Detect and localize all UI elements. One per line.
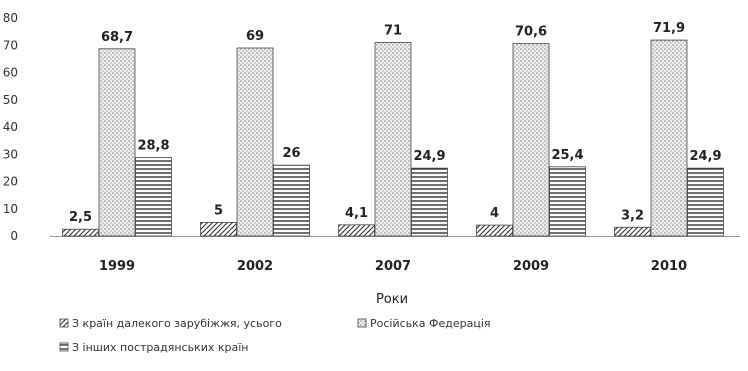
bar-horizontal-2010 [687,167,724,237]
legend-item: З інших пострадянських країн [59,341,248,354]
category-label-2010: 2010 [651,259,687,274]
y-tick-label: 10 [3,202,18,216]
bar-horizontal-2002 [273,164,310,237]
legend-label: Російська Федерація [370,317,491,330]
legend: З країн далекого зарубіжжя, усього Російс… [59,317,491,354]
bar-dots-2009 [512,43,550,237]
category-label-1999: 1999 [99,259,135,274]
data-label: 25,4 [551,148,583,163]
data-label: 71 [384,24,402,39]
category-label-2002: 2002 [237,259,273,274]
bar-dots-2010 [650,39,688,237]
y-axis: 0 10 20 30 40 50 60 70 80 [3,11,18,243]
bar-horizontal-2007 [411,167,448,237]
legend-label: З інших пострадянських країн [72,341,248,354]
legend-item: З країн далекого зарубіжжя, усього [59,317,282,330]
bar-dots-1999 [98,48,136,237]
y-tick-label: 40 [3,120,18,134]
y-tick-label: 30 [3,147,18,161]
legend-swatch-dots [357,318,367,328]
y-tick-label: 80 [3,11,18,25]
data-label: 4 [490,206,499,221]
data-label: 24,9 [413,149,445,164]
data-label: 68,7 [101,30,133,45]
legend-label: З країн далекого зарубіжжя, усього [72,317,282,330]
data-label: 70,6 [515,25,547,40]
data-label: 71,9 [653,21,685,36]
bar-dots-2007 [374,42,412,237]
legend-swatch-diagonal [59,318,69,328]
bar-diagonal-2002 [200,221,237,237]
y-tick-label: 70 [3,38,18,52]
y-tick-label: 0 [10,229,18,243]
bar-diagonal-1999 [62,228,99,237]
data-label: 28,8 [137,139,169,154]
y-tick-label: 20 [3,175,18,189]
category-label-2009: 2009 [513,259,549,274]
bar-horizontal-1999 [135,157,172,237]
bar-diagonal-2007 [338,224,375,237]
category-label-2007: 2007 [375,259,411,274]
y-tick-label: 60 [3,66,18,80]
data-label: 26 [282,146,300,161]
bar-horizontal-2009 [549,166,586,237]
data-label: 3,2 [621,208,644,223]
legend-item: Російська Федерація [357,317,491,330]
data-labels: 2,5 68,7 28,8 5 69 26 4,1 71 24,9 4 70,6 25,4 3,2 71,… [69,21,722,225]
data-label: 24,9 [689,149,721,164]
data-label: 4,1 [345,206,368,221]
legend-swatch-horizontal [59,342,69,352]
bar-dots-2002 [236,47,274,237]
bar-diagonal-2010 [614,226,651,237]
bar-diagonal-2009 [476,224,513,237]
bars [62,39,724,237]
data-label: 2,5 [69,210,92,225]
data-label: 69 [246,29,264,44]
data-label: 5 [214,203,223,218]
y-tick-label: 50 [3,93,18,107]
category-labels: 1999 2002 2007 2009 2010 [99,259,687,274]
x-axis-title: Роки [376,292,408,307]
